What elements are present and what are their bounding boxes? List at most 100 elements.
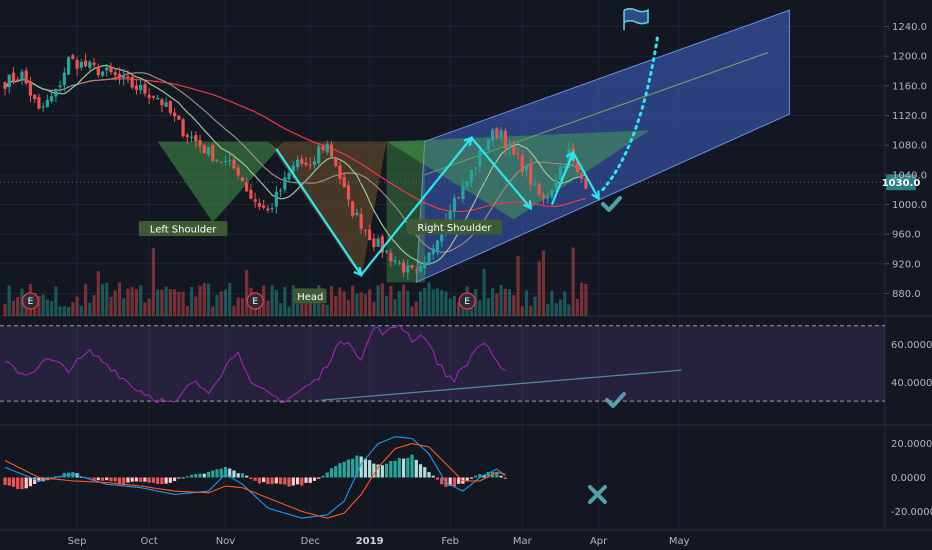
macd-histogram-bar bbox=[295, 477, 300, 485]
macd-histogram-bar bbox=[474, 475, 478, 478]
volume-bar bbox=[177, 291, 181, 316]
macd-histogram-bar bbox=[346, 459, 351, 478]
candle-body bbox=[287, 173, 291, 180]
macd-histogram-bar bbox=[406, 457, 410, 478]
volume-bar bbox=[194, 296, 198, 316]
candle-body bbox=[461, 186, 465, 199]
candle-body bbox=[308, 164, 312, 166]
candle-body bbox=[164, 102, 168, 107]
volume-bar bbox=[147, 298, 151, 316]
volume-bar bbox=[206, 283, 211, 316]
rsi-tick-label: 40.0000 bbox=[891, 378, 932, 389]
candle-body bbox=[245, 182, 249, 192]
candle-body bbox=[198, 140, 202, 147]
candle-body bbox=[240, 177, 245, 182]
earnings-icon[interactable] bbox=[21, 292, 40, 310]
candle-body bbox=[431, 248, 435, 254]
volume-bar bbox=[253, 306, 257, 316]
last-price-label: 1030.0 bbox=[882, 178, 921, 189]
volume-bar bbox=[143, 302, 147, 316]
volume-bar bbox=[448, 298, 452, 316]
candle-body bbox=[410, 265, 414, 268]
macd-histogram-bar bbox=[393, 460, 397, 478]
candle-body bbox=[563, 165, 567, 168]
candle-body bbox=[482, 149, 486, 151]
candle-body bbox=[173, 112, 177, 117]
volume-bar bbox=[160, 289, 164, 316]
macd-histogram-bar bbox=[435, 477, 440, 480]
candle-body bbox=[452, 197, 457, 212]
target-projection-dotted bbox=[601, 32, 660, 192]
candle-body bbox=[524, 165, 529, 171]
volume-bar bbox=[368, 289, 372, 316]
volume-bar bbox=[198, 285, 202, 316]
candle-body bbox=[50, 96, 54, 102]
macd-histogram-bar bbox=[270, 477, 274, 485]
macd-histogram-bar bbox=[215, 469, 219, 478]
candle-body bbox=[189, 136, 194, 138]
price-tick-label: 880.0 bbox=[892, 289, 921, 300]
volume-bar bbox=[11, 300, 16, 316]
macd-histogram-bar bbox=[495, 471, 499, 478]
macd-histogram-bar bbox=[448, 477, 452, 486]
price-tick-label: 1240.0 bbox=[892, 22, 927, 33]
candle-body bbox=[147, 94, 151, 98]
candle-body bbox=[520, 155, 524, 172]
macd-histogram-bar bbox=[168, 477, 172, 483]
volume-bar bbox=[41, 294, 45, 316]
candle-body bbox=[474, 167, 478, 169]
macd-histogram-bar bbox=[71, 472, 75, 478]
pattern-label-bg bbox=[407, 219, 502, 235]
moving-average-line bbox=[4, 72, 587, 253]
macd-histogram-bar bbox=[465, 477, 469, 481]
date-label: May bbox=[669, 536, 690, 547]
signal-line bbox=[4, 443, 506, 519]
volume-bar bbox=[414, 301, 418, 316]
candle-body bbox=[71, 55, 75, 59]
earnings-icon[interactable] bbox=[246, 292, 264, 310]
candle-body bbox=[558, 166, 563, 180]
volume-bar bbox=[397, 291, 401, 316]
macd-histogram-bar bbox=[253, 477, 257, 481]
volume-bar bbox=[304, 300, 308, 316]
candle-body bbox=[96, 66, 100, 76]
candle-body bbox=[257, 203, 261, 207]
candle-body bbox=[380, 236, 384, 253]
macd-histogram-bar bbox=[389, 460, 393, 478]
arrowhead bbox=[591, 190, 600, 201]
volume-bar bbox=[520, 306, 524, 316]
macd-histogram-bar bbox=[20, 477, 24, 490]
volume-bar bbox=[376, 285, 380, 316]
candle-body bbox=[486, 139, 490, 150]
macd-histogram-bar bbox=[457, 477, 461, 484]
macd-histogram-bar bbox=[431, 475, 435, 478]
macd-histogram-bar bbox=[418, 464, 423, 478]
macd-histogram-bar bbox=[41, 477, 45, 482]
macd-histogram-bar bbox=[28, 477, 33, 487]
macd-histogram-bar bbox=[147, 477, 151, 483]
candle-body bbox=[185, 134, 189, 138]
candle-body bbox=[24, 70, 28, 84]
earnings-icon[interactable] bbox=[458, 292, 476, 310]
macd-histogram-bar bbox=[198, 473, 202, 478]
volume-bar bbox=[440, 290, 444, 316]
volume-bar bbox=[503, 288, 507, 316]
candle-body bbox=[202, 145, 206, 153]
date-label: Apr bbox=[590, 536, 608, 547]
macd-histogram-bar bbox=[329, 468, 334, 478]
candle-body bbox=[516, 153, 520, 155]
macd-histogram-bar bbox=[503, 477, 507, 479]
volume-bar bbox=[113, 290, 117, 316]
arrowhead bbox=[353, 266, 363, 277]
macd-histogram-bar bbox=[385, 463, 389, 478]
volume-bar bbox=[185, 305, 189, 316]
macd-histogram-bar bbox=[164, 477, 168, 484]
candle-body bbox=[300, 158, 304, 164]
candle-body bbox=[215, 159, 219, 161]
date-label: Oct bbox=[141, 536, 158, 547]
pattern-label: Head bbox=[297, 292, 323, 303]
macd-histogram-bar bbox=[109, 477, 113, 482]
date-label: Mar bbox=[513, 536, 533, 547]
candle-body bbox=[270, 208, 274, 210]
volume-bar bbox=[334, 296, 338, 316]
